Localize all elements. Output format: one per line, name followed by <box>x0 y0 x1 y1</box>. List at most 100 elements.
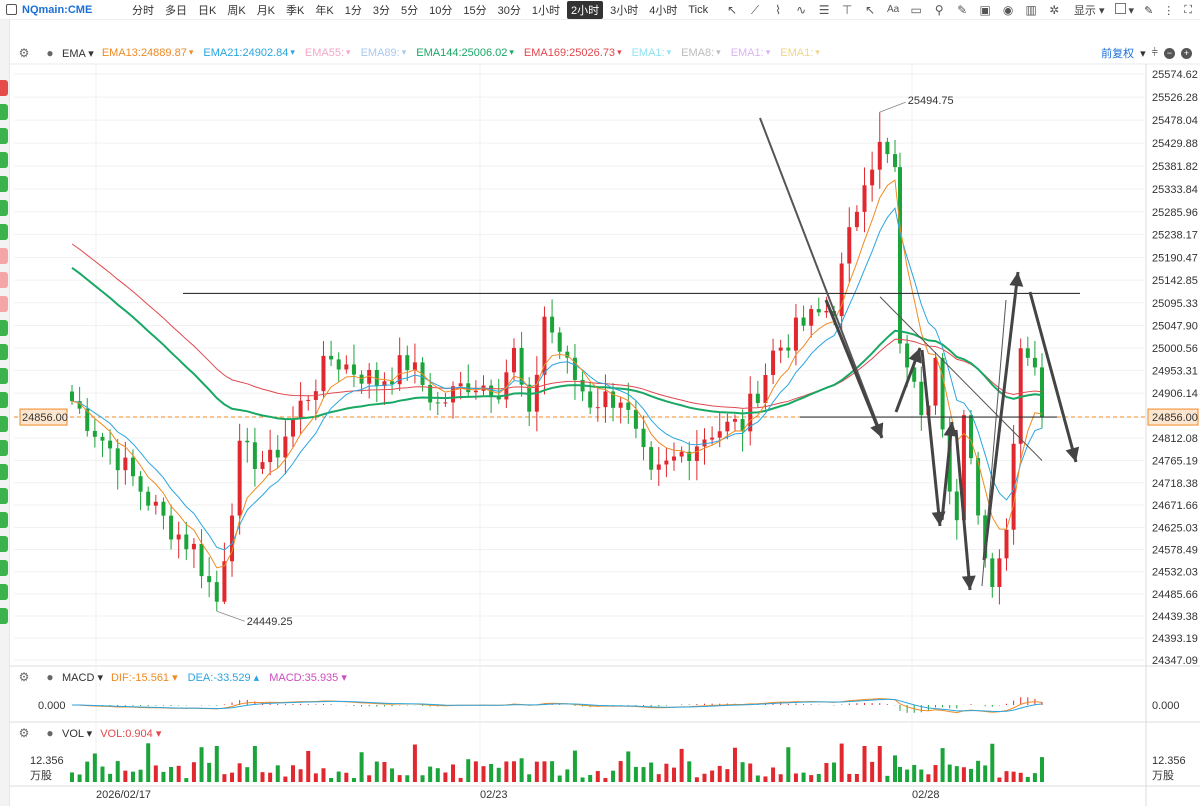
strip-marker[interactable] <box>0 320 8 336</box>
ema-item-4[interactable]: EMA144:25006.02 <box>416 47 508 59</box>
ema-item-6[interactable]: EMA1: <box>631 47 665 59</box>
timeframe-tab-7[interactable]: 1分 <box>344 4 362 17</box>
gear-icon[interactable]: ⚙ <box>18 726 30 740</box>
fullscreen-icon[interactable]: ⛶ <box>1184 3 1192 16</box>
ema-item-chevron-icon[interactable]: ▾ <box>666 47 672 57</box>
strip-marker[interactable] <box>0 272 8 288</box>
display-menu[interactable]: 显示 ▾ <box>1073 5 1105 17</box>
timeframe-tab-14[interactable]: 2小时 <box>566 0 604 19</box>
arrow-tool-icon[interactable]: ↖ <box>865 2 876 17</box>
strip-marker[interactable] <box>0 176 8 192</box>
timeframe-tab-17[interactable]: Tick <box>688 3 709 16</box>
timeframe-tab-3[interactable]: 周K <box>227 4 246 17</box>
strip-marker[interactable] <box>0 224 8 240</box>
eye-toggle-icon[interactable]: ● <box>46 726 54 740</box>
ema-item-chevron-icon[interactable]: ▾ <box>509 47 514 57</box>
cursor-icon[interactable]: ↖ <box>727 2 738 17</box>
adjust-mode-chevron-icon[interactable]: ▾ <box>1140 47 1146 60</box>
strip-marker[interactable] <box>0 512 8 528</box>
strip-marker[interactable] <box>0 488 8 504</box>
checkbox-control[interactable]: ▾ <box>1114 3 1134 17</box>
eye-icon[interactable]: ◉ <box>1002 2 1014 17</box>
strip-marker[interactable] <box>0 248 8 264</box>
ema-item-chevron-icon[interactable]: ▾ <box>188 47 194 57</box>
vol-name[interactable]: VOL ▾ <box>62 727 93 740</box>
timeframe-tab-2[interactable]: 日K <box>198 4 217 17</box>
brush-icon[interactable]: ✎ <box>1144 4 1154 17</box>
macd-name[interactable]: MACD ▾ <box>62 671 103 684</box>
ema-item-7[interactable]: EMA8: <box>681 47 715 59</box>
timeframe-tab-5[interactable]: 季K <box>286 4 305 17</box>
chart-type-icon[interactable]: ⫩ <box>1151 46 1158 59</box>
ema-item-1[interactable]: EMA21:24902.84 <box>203 47 289 59</box>
strip-marker[interactable] <box>0 128 8 144</box>
timeframe-tab-13[interactable]: 1小时 <box>531 4 560 17</box>
strip-marker[interactable] <box>0 296 8 312</box>
strip-marker[interactable] <box>0 104 8 120</box>
timeframe-tab-11[interactable]: 15分 <box>463 4 487 17</box>
pencil-icon[interactable]: ✎ <box>957 2 968 17</box>
timeframe-tab-1[interactable]: 多日 <box>165 4 187 17</box>
symbol-selector[interactable]: NQmain:CME <box>0 4 128 16</box>
wave-icon[interactable]: ∿ <box>796 2 807 17</box>
ema-item-chevron-icon[interactable]: ▾ <box>815 47 820 57</box>
plus-icon[interactable]: + <box>1181 47 1192 59</box>
timeframe-tab-8[interactable]: 3分 <box>372 4 390 17</box>
timeframe-tab-4[interactable]: 月K <box>256 4 276 17</box>
trash-icon[interactable]: ▥ <box>1025 2 1037 17</box>
ema-item-8[interactable]: EMA1: <box>730 47 764 59</box>
strip-marker[interactable] <box>0 152 8 168</box>
symbol-name[interactable]: NQmain:CME <box>22 3 93 16</box>
ema-item-chevron-icon[interactable]: ▾ <box>401 47 407 57</box>
ema-item-chevron-icon[interactable]: ▾ <box>346 47 351 57</box>
strip-marker[interactable] <box>0 200 8 216</box>
timeframe-tab-9[interactable]: 5分 <box>400 4 419 17</box>
measure-icon[interactable]: ⊤ <box>841 2 853 17</box>
gear-icon[interactable]: ⚙ <box>18 46 30 60</box>
strip-marker[interactable] <box>0 440 8 456</box>
ema-item-3[interactable]: EMA89: <box>360 47 400 59</box>
eye-toggle-icon[interactable]: ● <box>46 46 54 60</box>
more-icon[interactable]: ⋮ <box>1163 4 1175 17</box>
indicator-name[interactable]: EMA ▾ <box>62 47 94 60</box>
channel-icon[interactable]: ☰ <box>818 2 830 17</box>
text-tool-icon[interactable]: Aa <box>886 3 900 15</box>
comment-icon[interactable]: ▭ <box>910 2 922 17</box>
strip-marker[interactable] <box>0 392 8 408</box>
ema-item-9[interactable]: EMA1: <box>780 47 814 59</box>
strip-marker[interactable] <box>0 464 8 480</box>
timeframe-tab-16[interactable]: 4小时 <box>649 4 678 17</box>
settings-icon[interactable]: ✲ <box>1049 2 1060 17</box>
eye-toggle-icon[interactable]: ● <box>46 670 54 684</box>
ema-item-2[interactable]: EMA55: <box>304 47 345 59</box>
strip-marker[interactable] <box>0 608 8 624</box>
candle-body <box>649 447 654 470</box>
strip-marker[interactable] <box>0 584 8 600</box>
polyline-icon[interactable]: ⌇ <box>775 2 782 17</box>
ema-item-chevron-icon[interactable]: ▾ <box>617 47 622 57</box>
timeframe-tab-12[interactable]: 30分 <box>497 4 521 17</box>
ema-item-5[interactable]: EMA169:25026.73 <box>523 47 616 59</box>
strip-marker[interactable] <box>0 416 8 432</box>
strip-marker[interactable] <box>0 536 8 552</box>
price-tick-label: 24718.38 <box>1152 478 1198 490</box>
ema-item-chevron-icon[interactable]: ▾ <box>716 47 721 57</box>
timeframe-tab-15[interactable]: 3小时 <box>610 4 639 17</box>
ema-item-chevron-icon[interactable]: ▾ <box>765 47 771 57</box>
trend-line-icon[interactable]: ⟋ <box>750 2 760 17</box>
timeframe-tab-0[interactable]: 分时 <box>132 4 154 17</box>
strip-marker[interactable] <box>0 344 8 360</box>
ema-item-0[interactable]: EMA13:24889.87 <box>101 47 187 59</box>
ema-item-chevron-icon[interactable]: ▾ <box>290 47 295 57</box>
zoom-icon[interactable]: ⚲ <box>934 2 944 17</box>
strip-marker[interactable] <box>0 368 8 384</box>
lock-icon[interactable]: ▣ <box>979 2 991 17</box>
strip-marker[interactable] <box>0 560 8 576</box>
strip-marker[interactable] <box>0 80 8 96</box>
timeframe-tab-10[interactable]: 10分 <box>429 4 453 17</box>
timeframe-tab-6[interactable]: 年K <box>315 4 334 17</box>
adjust-mode-label[interactable]: 前复权 <box>1101 48 1135 60</box>
minus-icon[interactable]: − <box>1164 47 1175 59</box>
gear-icon[interactable]: ⚙ <box>18 670 30 684</box>
